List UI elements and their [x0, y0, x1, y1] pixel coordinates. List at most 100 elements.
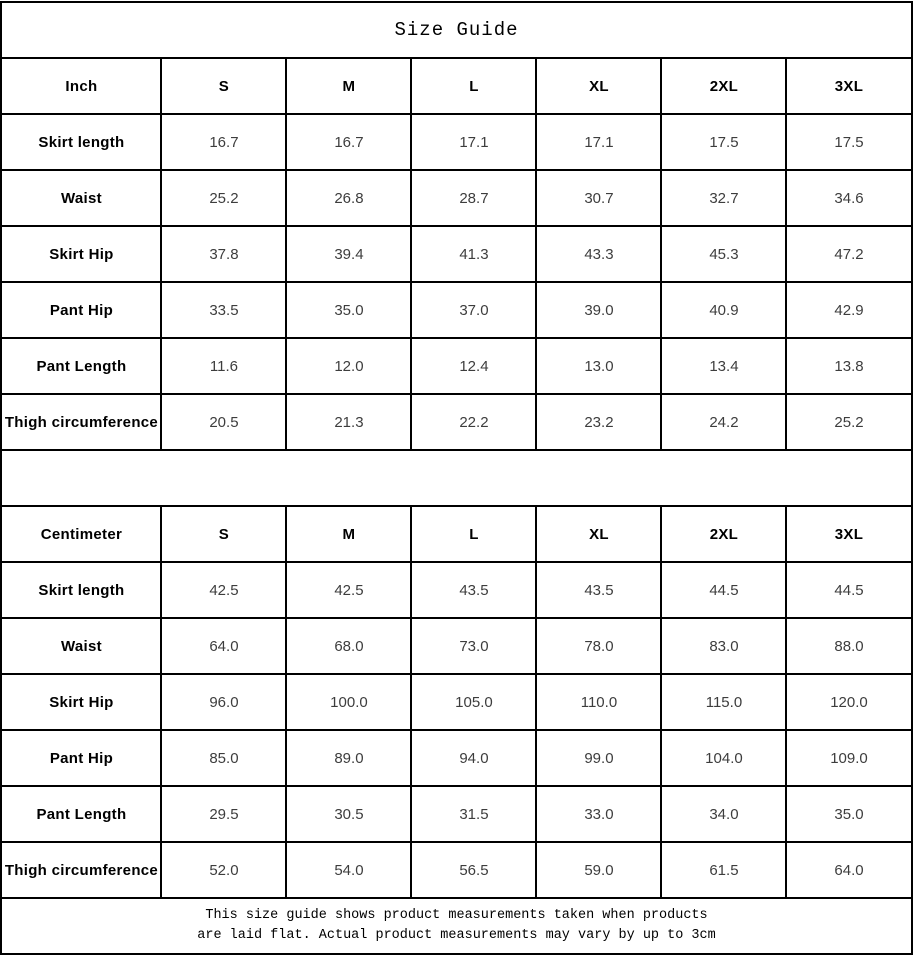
table-row: Thigh circumference 52.0 54.0 56.5 59.0 61.5 6…: [0, 841, 913, 899]
value-cell: 33.5: [160, 281, 288, 339]
value-cell: 115.0: [660, 673, 788, 731]
value-cell: 61.5: [660, 841, 788, 899]
value-cell: 47.2: [785, 225, 913, 283]
row-label-cell: Pant Length: [0, 785, 163, 843]
value-cell: 44.5: [785, 561, 913, 619]
value-cell: 24.2: [660, 393, 788, 451]
value-cell: 54.0: [285, 841, 413, 899]
value-cell: 17.5: [660, 113, 788, 171]
size-header-cell: XL: [535, 57, 663, 115]
value-cell: 12.4: [410, 337, 538, 395]
size-header-cell: 2XL: [660, 505, 788, 563]
value-cell: 83.0: [660, 617, 788, 675]
value-cell: 89.0: [285, 729, 413, 787]
size-header-cell: S: [160, 505, 288, 563]
size-header-cell: M: [285, 505, 413, 563]
value-cell: 25.2: [785, 393, 913, 451]
table-row: Skirt length 16.7 16.7 17.1 17.1 17.5 17.5: [0, 113, 913, 171]
table-row: Skirt Hip 37.8 39.4 41.3 43.3 45.3 47.2: [0, 225, 913, 283]
value-cell: 42.5: [285, 561, 413, 619]
value-cell: 35.0: [285, 281, 413, 339]
footnote-row: This size guide shows product measuremen…: [0, 897, 913, 955]
size-header-cell: 3XL: [785, 57, 913, 115]
size-header-cell: 3XL: [785, 505, 913, 563]
row-label-cell: Skirt Hip: [0, 673, 163, 731]
table-row: Skirt Hip 96.0 100.0 105.0 110.0 115.0 120.0: [0, 673, 913, 731]
value-cell: 104.0: [660, 729, 788, 787]
footnote: This size guide shows product measuremen…: [0, 897, 913, 955]
row-label-cell: Skirt Hip: [0, 225, 163, 283]
value-cell: 105.0: [410, 673, 538, 731]
row-label-cell: Pant Hip: [0, 281, 163, 339]
value-cell: 96.0: [160, 673, 288, 731]
value-cell: 33.0: [535, 785, 663, 843]
value-cell: 13.0: [535, 337, 663, 395]
value-cell: 13.8: [785, 337, 913, 395]
value-cell: 21.3: [285, 393, 413, 451]
value-cell: 43.5: [535, 561, 663, 619]
value-cell: 37.0: [410, 281, 538, 339]
value-cell: 13.4: [660, 337, 788, 395]
value-cell: 29.5: [160, 785, 288, 843]
table-row: Pant Hip 85.0 89.0 94.0 99.0 104.0 109.0: [0, 729, 913, 787]
value-cell: 31.5: [410, 785, 538, 843]
size-header-cell: S: [160, 57, 288, 115]
unit-header-cell: Centimeter: [0, 505, 163, 563]
value-cell: 25.2: [160, 169, 288, 227]
value-cell: 30.7: [535, 169, 663, 227]
value-cell: 110.0: [535, 673, 663, 731]
value-cell: 99.0: [535, 729, 663, 787]
value-cell: 100.0: [285, 673, 413, 731]
value-cell: 56.5: [410, 841, 538, 899]
value-cell: 17.1: [410, 113, 538, 171]
value-cell: 85.0: [160, 729, 288, 787]
row-label-cell: Waist: [0, 169, 163, 227]
value-cell: 59.0: [535, 841, 663, 899]
value-cell: 68.0: [285, 617, 413, 675]
value-cell: 109.0: [785, 729, 913, 787]
footnote-line-1: This size guide shows product measuremen…: [205, 908, 708, 924]
table-row: Pant Length 11.6 12.0 12.4 13.0 13.4 13.8: [0, 337, 913, 395]
table-row: Thigh circumference 20.5 21.3 22.2 23.2 24.2 2…: [0, 393, 913, 451]
spacer-row: [0, 449, 913, 507]
table-row: Waist 25.2 26.8 28.7 30.7 32.7 34.6: [0, 169, 913, 227]
value-cell: 30.5: [285, 785, 413, 843]
value-cell: 52.0: [160, 841, 288, 899]
value-cell: 23.2: [535, 393, 663, 451]
value-cell: 43.3: [535, 225, 663, 283]
value-cell: 39.0: [535, 281, 663, 339]
value-cell: 94.0: [410, 729, 538, 787]
title-row: Size Guide: [0, 1, 913, 59]
row-label-cell: Thigh circumference: [0, 841, 163, 899]
row-label-cell: Skirt length: [0, 561, 163, 619]
value-cell: 17.5: [785, 113, 913, 171]
size-header-row: Inch S M L XL 2XL 3XL: [0, 57, 913, 115]
value-cell: 12.0: [285, 337, 413, 395]
unit-header-cell: Inch: [0, 57, 163, 115]
spacer-cell: [0, 449, 913, 507]
value-cell: 42.5: [160, 561, 288, 619]
value-cell: 64.0: [160, 617, 288, 675]
row-label-cell: Skirt length: [0, 113, 163, 171]
value-cell: 11.6: [160, 337, 288, 395]
size-header-cell: L: [410, 505, 538, 563]
value-cell: 26.8: [285, 169, 413, 227]
value-cell: 40.9: [660, 281, 788, 339]
value-cell: 34.6: [785, 169, 913, 227]
value-cell: 42.9: [785, 281, 913, 339]
size-header-cell: M: [285, 57, 413, 115]
value-cell: 120.0: [785, 673, 913, 731]
footnote-line-2: are laid flat. Actual product measuremen…: [197, 928, 716, 943]
table-row: Pant Length 29.5 30.5 31.5 33.0 34.0 35.0: [0, 785, 913, 843]
row-label-cell: Thigh circumference: [0, 393, 163, 451]
value-cell: 39.4: [285, 225, 413, 283]
value-cell: 73.0: [410, 617, 538, 675]
size-header-cell: XL: [535, 505, 663, 563]
row-label-cell: Waist: [0, 617, 163, 675]
size-header-cell: L: [410, 57, 538, 115]
value-cell: 16.7: [285, 113, 413, 171]
value-cell: 44.5: [660, 561, 788, 619]
size-header-cell: 2XL: [660, 57, 788, 115]
value-cell: 78.0: [535, 617, 663, 675]
